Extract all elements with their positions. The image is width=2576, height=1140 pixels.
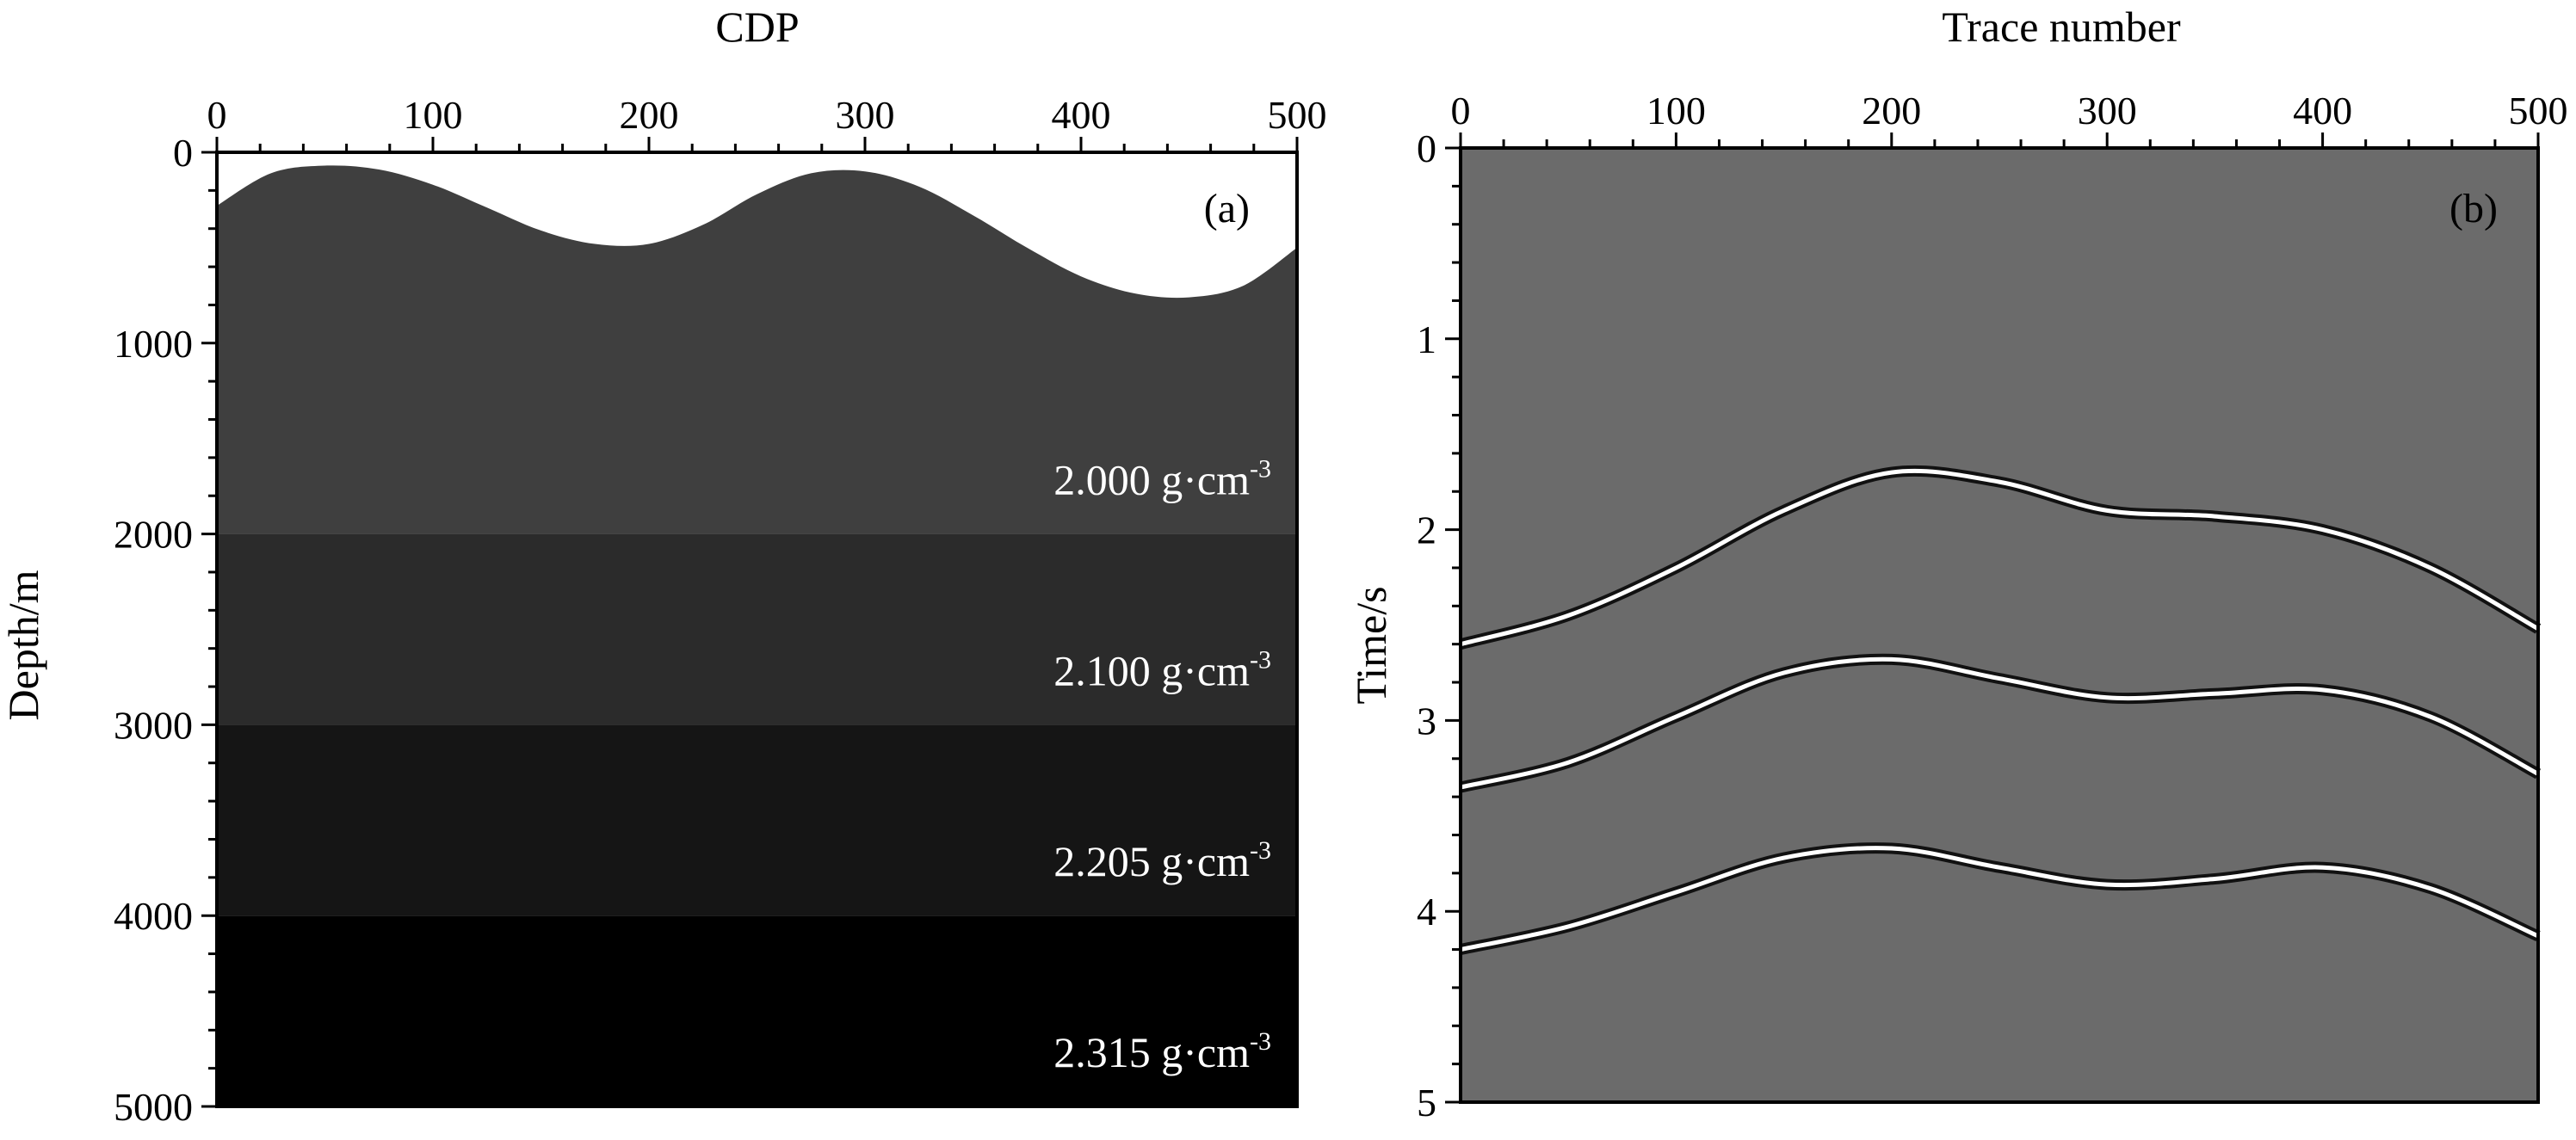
panel-b-y-tick-label: 0 <box>1417 126 1436 170</box>
density-label-3: 2.205 g·cm-3 <box>1053 836 1271 885</box>
panel-b-x-tick-label: 0 <box>1451 89 1471 132</box>
panel-b-y-tick-label: 5 <box>1417 1081 1436 1125</box>
panel-a-frame <box>215 151 1299 1108</box>
panel-a-y-tick-label: 5000 <box>114 1085 193 1129</box>
panel-b-x-tick-label: 300 <box>2078 89 2137 132</box>
panel-b-y-tick-label: 4 <box>1417 890 1436 934</box>
reflection-event-2 <box>1460 656 2540 790</box>
panel-b-y-tick-label: 1 <box>1417 317 1436 361</box>
panel-a-y-axis-title: Depth/m <box>0 570 47 720</box>
panel-a-x-tick-label: 100 <box>404 93 463 137</box>
panel-a-x-axis-title: CDP <box>715 3 799 51</box>
panel-a-label: (a) <box>1204 186 1250 231</box>
panel-a-x-tick-label: 300 <box>836 93 895 137</box>
panel-a-x-tick-label: 500 <box>1268 93 1327 137</box>
panel-b-label: (b) <box>2449 186 2498 231</box>
density-layer-1 <box>217 165 1297 534</box>
density-label-2: 2.100 g·cm-3 <box>1053 645 1271 694</box>
panel-a-x-tick-label: 200 <box>620 93 679 137</box>
panel-b-frame <box>1459 146 2540 1104</box>
panel-a-plot-area: 2.000 g·cm-32.100 g·cm-32.205 g·cm-32.31… <box>215 151 1299 1108</box>
panel-a-y-tick-label: 0 <box>173 131 193 175</box>
density-value: 2.000 g·cm <box>1053 455 1250 503</box>
panel-a-y-tick-label: 4000 <box>114 894 193 938</box>
panel-a-y-tick-label: 2000 <box>114 513 193 557</box>
density-layer-2 <box>217 533 1297 725</box>
density-label-1: 2.000 g·cm-3 <box>1053 454 1271 503</box>
panel-a-density-model: 2.000 g·cm-32.100 g·cm-32.205 g·cm-32.31… <box>0 3 1327 1129</box>
panel-b-x-tick-label: 200 <box>1862 89 1921 132</box>
panel-a-y-tick-label: 1000 <box>114 322 193 366</box>
reflection-event-3 <box>1460 846 2540 952</box>
reflection-event-1 <box>1460 468 2540 647</box>
panel-b-ticks: 0 100 200 300 400 500 0 1 2 3 4 5 <box>1417 89 2568 1125</box>
density-layer-3 <box>217 724 1297 916</box>
panel-a-x-tick-label: 0 <box>207 93 227 137</box>
panel-b-x-axis-title: Trace number <box>1942 3 2181 51</box>
density-value: 2.315 g·cm <box>1053 1028 1250 1076</box>
panel-b-x-tick-label: 400 <box>2293 89 2352 132</box>
panel-b-x-tick-label: 500 <box>2509 89 2568 132</box>
panel-a-x-tick-label: 400 <box>1052 93 1111 137</box>
panel-b-plot-area <box>1459 146 2542 1104</box>
panel-b-y-tick-label: 2 <box>1417 508 1436 552</box>
panel-a-y-tick-label: 3000 <box>114 703 193 747</box>
panel-b-y-axis-title: Time/s <box>1347 586 1395 704</box>
density-unit-exponent: -3 <box>1250 645 1271 674</box>
density-unit-exponent: -3 <box>1250 454 1271 483</box>
density-value: 2.205 g·cm <box>1053 837 1250 885</box>
density-value: 2.100 g·cm <box>1053 646 1250 694</box>
panel-b-x-tick-label: 100 <box>1646 89 1706 132</box>
density-unit-exponent: -3 <box>1250 836 1271 865</box>
panel-b-y-tick-label: 3 <box>1417 699 1436 743</box>
panel-b-background <box>1461 148 2538 1102</box>
panel-b-seismic-section: 0 100 200 300 400 500 0 1 2 3 4 5 Trace number Time… <box>1347 3 2568 1125</box>
density-layer-4 <box>217 915 1297 1106</box>
density-label-4: 2.315 g·cm-3 <box>1053 1027 1271 1076</box>
density-unit-exponent: -3 <box>1250 1027 1271 1056</box>
